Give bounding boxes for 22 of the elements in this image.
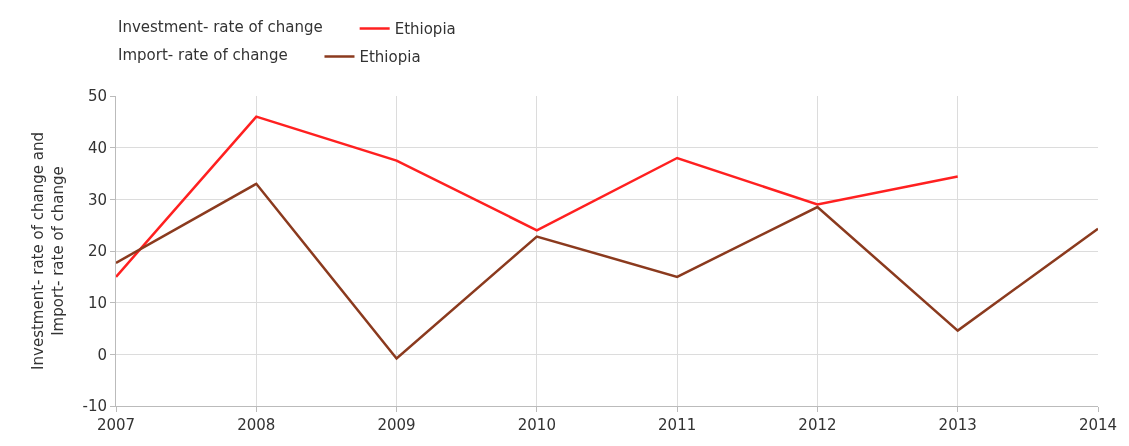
y-tick-label: 0 (97, 345, 107, 364)
line-series (116, 182, 1098, 360)
x-tick-label: 2013 (938, 416, 977, 434)
y-axis-title: Investment- rate of change and Import- rate of change (29, 132, 67, 370)
x-tick-label: 2009 (377, 416, 416, 434)
line-series (116, 115, 959, 279)
x-tick-label: 2014 (1078, 416, 1118, 434)
x-tick-label: 2007 (96, 416, 136, 434)
y-tick-label: 20 (87, 242, 107, 261)
x-tick-label: 2010 (517, 416, 556, 434)
y-tick-label: 10 (87, 293, 107, 312)
text: Investment- rate of change (118, 17, 323, 36)
y-tick-label: 40 (87, 138, 107, 157)
y-tick-label: 30 (87, 190, 107, 209)
x-tick-label: 2012 (798, 416, 837, 434)
x-tick-label: 2008 (237, 416, 276, 434)
y-tick-label: 50 (87, 87, 107, 106)
y-tick-label: -10 (82, 397, 107, 416)
legend-label: Ethiopia (359, 48, 421, 67)
text: Import- rate of change (118, 45, 288, 64)
x-tick-label: 2011 (658, 416, 697, 434)
legend-label: Ethiopia (394, 20, 456, 39)
